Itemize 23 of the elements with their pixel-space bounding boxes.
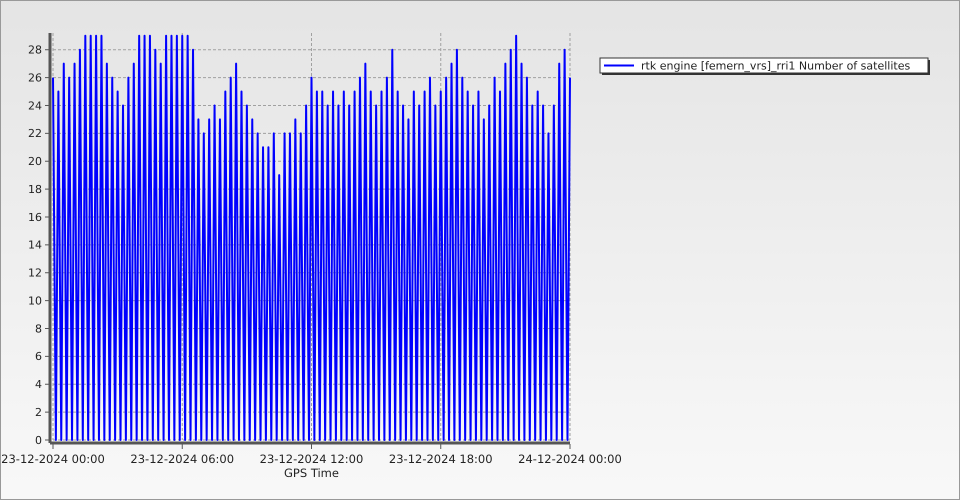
y-tick-label: 22 <box>28 127 42 140</box>
y-tick-label: 20 <box>28 155 42 168</box>
line-series <box>52 34 571 441</box>
x-tick-label: 23-12-2024 00:00 <box>1 452 105 466</box>
y-tick-label: 4 <box>35 378 42 392</box>
y-tick-label: 12 <box>28 266 42 280</box>
x-tick-label: 23-12-2024 06:00 <box>130 452 234 466</box>
y-tick-label: 0 <box>35 434 42 447</box>
y-tick-label: 10 <box>28 294 42 308</box>
x-tick-label: 23-12-2024 18:00 <box>388 452 493 466</box>
x-axis-title: GPS Time <box>284 466 339 480</box>
x-tick-label: 24-12-2024 00:00 <box>518 452 622 466</box>
y-tick-label: 24 <box>28 99 42 112</box>
x-tick-label: 23-12-2024 12:00 <box>260 452 364 466</box>
y-tick-label: 26 <box>28 71 42 84</box>
y-tick-label: 8 <box>35 322 42 336</box>
y-tick-label: 16 <box>28 210 42 224</box>
y-tick-label: 18 <box>28 182 42 196</box>
legend-label: rtk engine [femern_vrs]_rri1 Number of satellites <box>641 59 910 72</box>
y-tick-label: 2 <box>35 406 42 419</box>
y-tick-label: 14 <box>28 238 42 252</box>
y-tick-label: 6 <box>35 350 42 364</box>
y-tick-label: 28 <box>28 44 42 57</box>
